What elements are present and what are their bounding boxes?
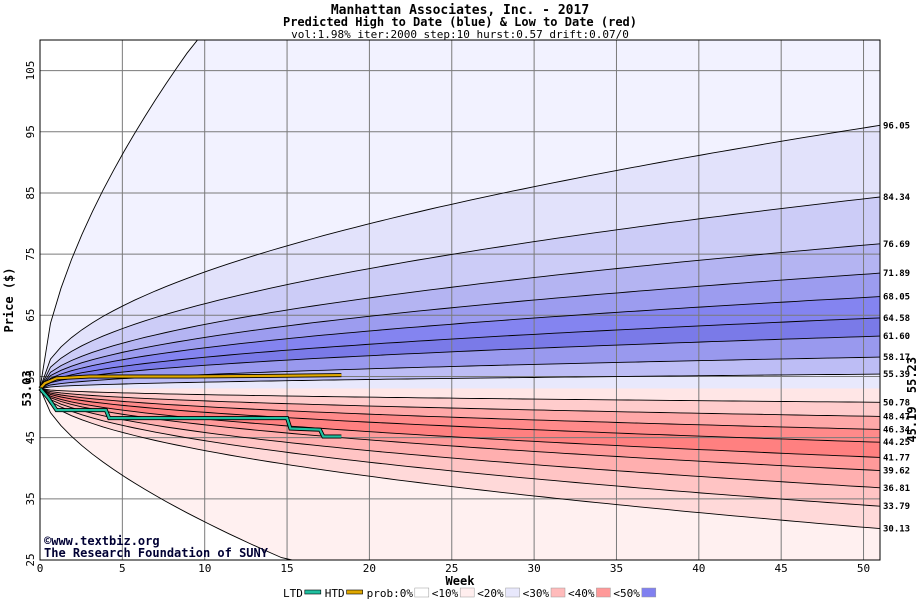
y-tick-label: 45	[24, 431, 37, 444]
legend-label: <10%	[432, 587, 459, 600]
chart-title: Manhattan Associates, Inc. - 2017	[331, 3, 589, 18]
legend-swatch	[304, 589, 322, 595]
legend-label: <30%	[523, 587, 550, 600]
percentile-label: 41.77	[883, 453, 910, 463]
x-tick-label: 25	[445, 562, 458, 575]
legend-label: HTD	[325, 587, 345, 600]
y-tick-label: 95	[24, 125, 37, 138]
x-tick-label: 5	[119, 562, 126, 575]
legend-swatch	[596, 587, 611, 598]
percentile-contour	[39, 388, 881, 443]
legend-label: <50%	[613, 587, 640, 600]
plot-frame	[39, 39, 881, 561]
htd-line	[39, 374, 342, 390]
legend-swatch	[641, 587, 657, 598]
x-tick-label: 10	[198, 562, 211, 575]
y-axis-label: Price ($)	[2, 267, 16, 332]
y-axis-ticks: 25 35 45 55 65 75 85 95 105	[24, 61, 37, 567]
legend-label: prob:0%	[367, 587, 414, 600]
percentile-label: 44.25	[883, 438, 910, 448]
x-axis-label: Week	[446, 574, 476, 588]
low-band-9	[40, 388, 880, 403]
actual-paths	[38, 373, 342, 439]
percentile-label: 30.13	[883, 525, 910, 535]
percentile-labels: 96.05 84.34 76.69 71.89 68.05 64.58 61.60 58.17…	[883, 121, 911, 534]
start-price-label: 53.03	[20, 370, 34, 406]
percentile-contour	[39, 388, 881, 417]
percentile-contour	[39, 373, 881, 389]
legend-swatch	[505, 587, 520, 598]
y-tick-label: 25	[24, 553, 37, 566]
percentile-contour	[39, 388, 881, 430]
x-tick-label: 0	[37, 562, 44, 575]
high-band-9	[40, 374, 880, 389]
legend-swatch	[459, 587, 475, 598]
current-high-label: 55.23	[905, 357, 919, 393]
percentile-label: 58.17	[883, 353, 910, 363]
percentile-label: 33.79	[883, 502, 910, 512]
chart-subtitle: Predicted High to Date (blue) & Low to D…	[283, 15, 637, 29]
legend-label: <40%	[568, 587, 595, 600]
percentile-label: 68.05	[883, 293, 910, 303]
y-tick-label: 65	[24, 309, 37, 322]
y-tick-label: 35	[24, 492, 37, 505]
x-axis-ticks: 0 5 10 15 20 25 30 35 40 45 50	[37, 562, 870, 575]
x-tick-label: 50	[857, 562, 870, 575]
credit-line-1: ©www.textbiz.org	[44, 534, 160, 548]
percentile-label: 50.78	[883, 398, 910, 408]
y-tick-label: 75	[24, 247, 37, 260]
legend-swatch	[550, 587, 566, 598]
percentile-contour	[39, 317, 881, 389]
legend-swatch	[346, 589, 363, 595]
percentile-label: 84.34	[883, 193, 911, 203]
probability-bands	[40, 40, 880, 560]
legend-label: <20%	[477, 587, 504, 600]
percentile-label: 61.60	[883, 332, 910, 342]
percentile-label: 46.34	[883, 425, 911, 435]
percentile-label: 71.89	[883, 269, 910, 279]
chart-params: vol:1.98% iter:2000 step:10 hurst:0.57 d…	[291, 28, 629, 41]
percentile-contour	[39, 243, 881, 389]
legend-swatch	[414, 587, 430, 598]
x-tick-label: 45	[775, 562, 788, 575]
percentile-contour	[39, 196, 881, 389]
x-tick-label: 20	[363, 562, 376, 575]
percentile-label: 39.62	[883, 467, 910, 477]
percentile-label: 55.39	[883, 370, 910, 380]
percentile-label: 96.05	[883, 121, 910, 131]
percentile-label: 48.47	[883, 412, 910, 422]
y-tick-label: 105	[24, 61, 37, 81]
percentile-contour	[39, 388, 881, 472]
y-tick-label: 85	[24, 186, 37, 199]
percentile-contour	[39, 124, 881, 389]
percentile-label: 76.69	[883, 240, 910, 250]
x-tick-label: 15	[280, 562, 293, 575]
percentile-contour	[39, 296, 881, 389]
x-tick-label: 35	[610, 562, 623, 575]
current-low-label: 45.19	[905, 406, 919, 442]
percentile-contour	[39, 388, 881, 489]
legend: LTD HTD prob:0% <10% <20% <30% <40% <50%	[283, 587, 657, 600]
percentile-contour	[39, 388, 881, 507]
percentile-contour	[39, 388, 881, 530]
ltd-line	[39, 387, 342, 438]
credit-line-2: The Research Foundation of SUNY	[44, 546, 269, 560]
percentile-label: 36.81	[883, 484, 910, 494]
percentile-contour	[39, 388, 881, 403]
x-tick-label: 40	[692, 562, 705, 575]
y-tick-label: 55	[24, 370, 37, 383]
percentile-contour	[39, 335, 881, 389]
percentile-contour	[39, 272, 881, 389]
legend-label: LTD	[283, 587, 303, 600]
x-tick-label: 30	[527, 562, 540, 575]
percentile-label: 64.58	[883, 314, 910, 324]
